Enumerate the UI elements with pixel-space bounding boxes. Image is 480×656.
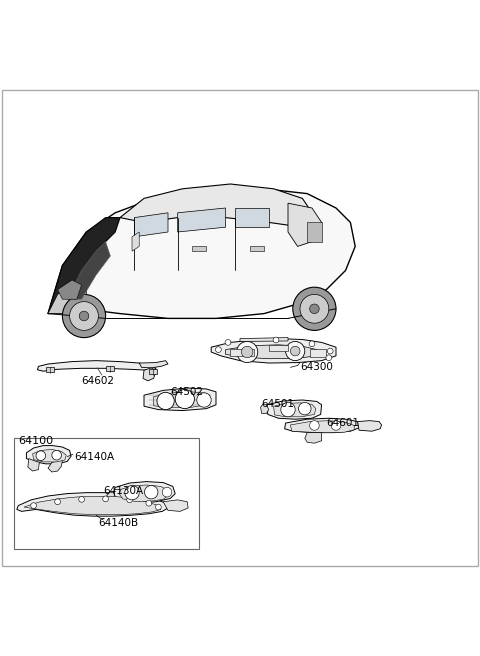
Circle shape [327, 348, 333, 354]
Text: 64140A: 64140A [74, 452, 115, 462]
Circle shape [237, 341, 258, 363]
Polygon shape [240, 338, 288, 341]
Polygon shape [305, 433, 322, 443]
Polygon shape [178, 208, 226, 232]
Circle shape [79, 311, 89, 321]
Circle shape [281, 402, 295, 417]
Text: 64140B: 64140B [98, 518, 139, 527]
Circle shape [225, 340, 231, 345]
Polygon shape [119, 485, 169, 501]
Polygon shape [226, 345, 317, 359]
Polygon shape [67, 241, 110, 299]
Text: 64501: 64501 [262, 399, 295, 409]
Polygon shape [33, 449, 66, 462]
Circle shape [52, 451, 61, 460]
Circle shape [144, 485, 158, 499]
Circle shape [197, 393, 211, 407]
Polygon shape [28, 459, 39, 471]
Polygon shape [26, 445, 71, 464]
Polygon shape [288, 203, 322, 247]
Circle shape [310, 420, 319, 430]
Circle shape [290, 346, 300, 356]
Polygon shape [17, 493, 168, 516]
Circle shape [162, 487, 172, 497]
Circle shape [31, 502, 36, 508]
Polygon shape [250, 247, 264, 251]
Text: 64130A: 64130A [103, 486, 144, 497]
Circle shape [326, 355, 332, 361]
Circle shape [156, 504, 161, 510]
Circle shape [293, 287, 336, 331]
Circle shape [62, 295, 106, 338]
Circle shape [331, 420, 341, 430]
Polygon shape [58, 280, 82, 299]
Polygon shape [106, 367, 114, 371]
Polygon shape [358, 420, 382, 431]
Text: 64602: 64602 [82, 376, 115, 386]
Polygon shape [48, 285, 86, 314]
Polygon shape [144, 388, 216, 411]
Polygon shape [114, 482, 175, 503]
Polygon shape [211, 338, 336, 363]
Polygon shape [163, 500, 188, 512]
Polygon shape [285, 419, 359, 433]
Circle shape [310, 304, 319, 314]
Polygon shape [149, 369, 157, 374]
Text: 64100: 64100 [18, 436, 53, 446]
Circle shape [55, 499, 60, 504]
Polygon shape [274, 403, 316, 417]
Polygon shape [139, 361, 168, 368]
Circle shape [216, 347, 221, 352]
Polygon shape [266, 400, 322, 419]
Circle shape [70, 302, 98, 331]
Polygon shape [24, 497, 161, 515]
Polygon shape [107, 492, 115, 500]
Circle shape [146, 501, 152, 506]
Polygon shape [48, 189, 355, 318]
Text: 64300: 64300 [300, 361, 333, 371]
Polygon shape [46, 367, 54, 372]
Text: 64502: 64502 [170, 386, 204, 397]
Polygon shape [120, 184, 312, 227]
Circle shape [309, 341, 315, 347]
Polygon shape [290, 420, 354, 433]
Text: 64601: 64601 [326, 419, 360, 428]
Polygon shape [134, 213, 168, 237]
Polygon shape [269, 345, 288, 351]
Polygon shape [14, 438, 199, 549]
Circle shape [286, 341, 305, 361]
Circle shape [157, 392, 174, 409]
Polygon shape [154, 392, 206, 407]
Circle shape [300, 295, 329, 323]
Polygon shape [235, 208, 269, 227]
Polygon shape [37, 361, 156, 371]
Circle shape [36, 451, 46, 461]
Polygon shape [192, 247, 206, 251]
Polygon shape [261, 404, 269, 413]
Polygon shape [143, 368, 156, 380]
Circle shape [79, 497, 84, 502]
Polygon shape [310, 348, 326, 358]
Circle shape [125, 485, 139, 500]
Polygon shape [48, 218, 120, 314]
Circle shape [299, 402, 311, 415]
Circle shape [273, 337, 279, 343]
Circle shape [103, 496, 108, 502]
Polygon shape [132, 232, 139, 251]
Circle shape [127, 497, 132, 502]
Circle shape [241, 346, 253, 358]
Polygon shape [230, 348, 254, 356]
Circle shape [175, 390, 194, 409]
Polygon shape [307, 222, 322, 241]
Polygon shape [48, 460, 62, 472]
